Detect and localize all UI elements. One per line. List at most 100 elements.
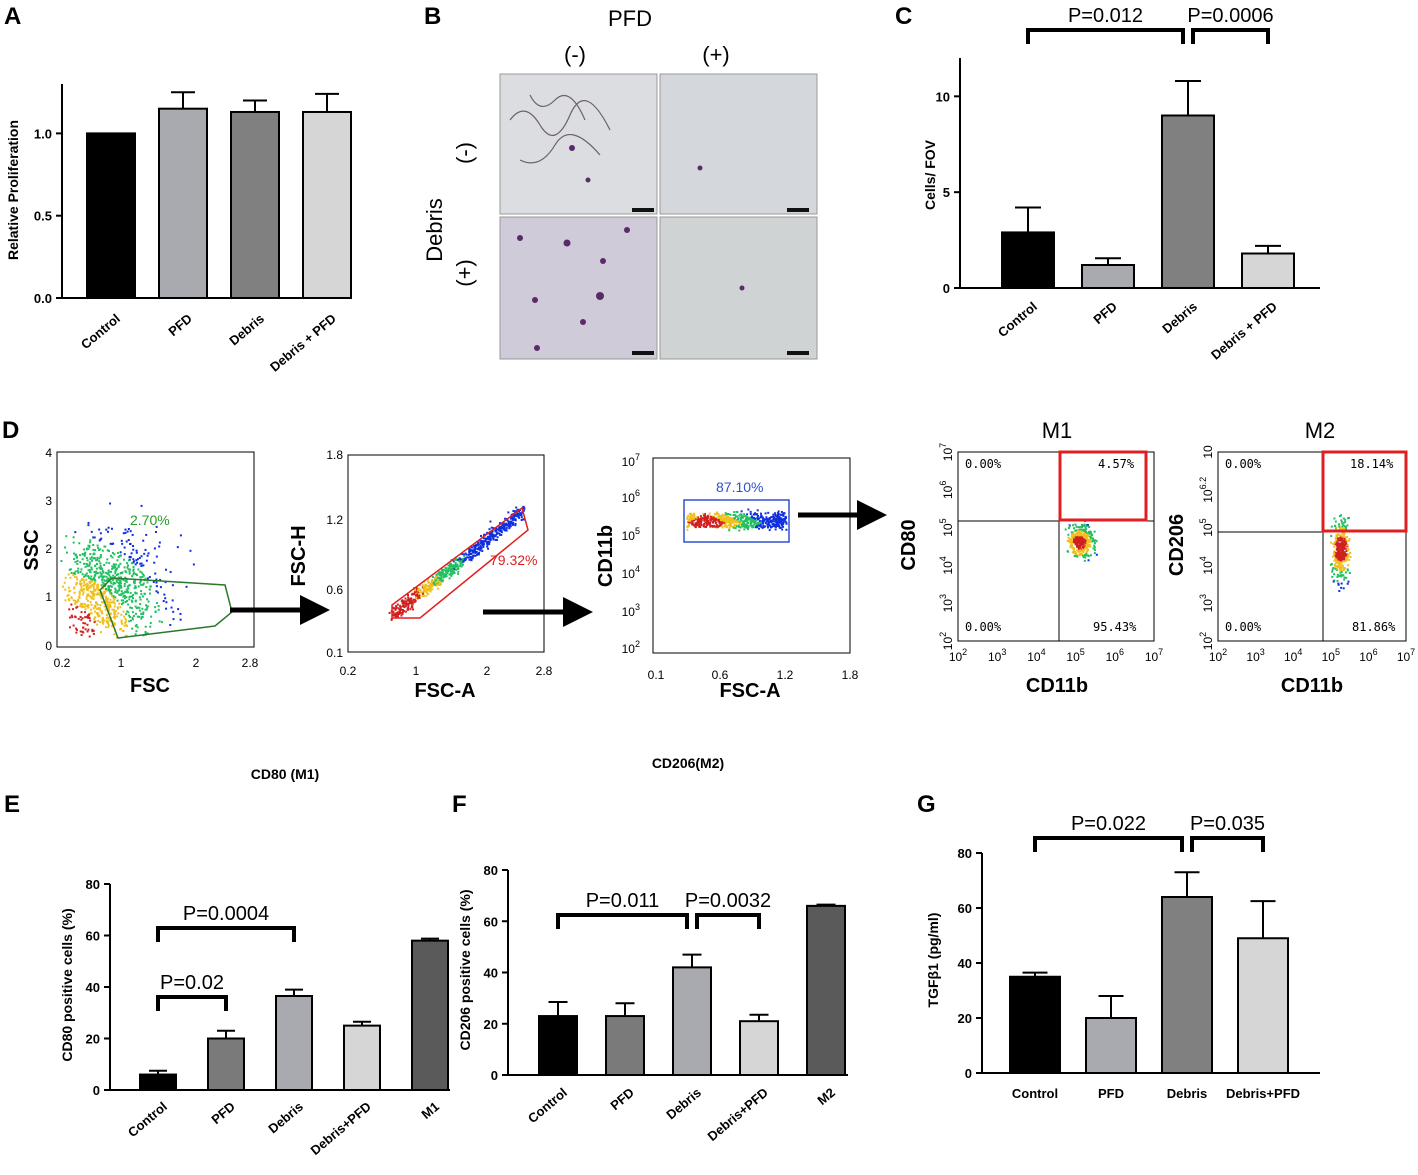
event-dot bbox=[689, 519, 692, 522]
event-dot bbox=[1342, 587, 1345, 590]
event-dot bbox=[404, 597, 407, 600]
event-dot bbox=[734, 527, 737, 530]
micrograph-title: PFD bbox=[608, 6, 652, 31]
event-dot bbox=[72, 599, 75, 602]
event-dot bbox=[157, 608, 160, 611]
event-dot bbox=[108, 577, 111, 580]
event-dot bbox=[122, 601, 125, 604]
event-dot bbox=[93, 593, 96, 596]
event-dot bbox=[116, 559, 119, 562]
y-axis-label-F: CD206 positive cells (%) bbox=[457, 889, 473, 1050]
event-dot bbox=[165, 601, 168, 604]
event-dot bbox=[120, 590, 123, 593]
event-dot bbox=[83, 548, 86, 551]
event-dot bbox=[125, 580, 128, 583]
event-dot bbox=[1346, 568, 1349, 571]
ytick-label: 102 bbox=[1198, 632, 1215, 650]
event-dot bbox=[172, 618, 175, 621]
m2-q-bl: 0.00% bbox=[1225, 620, 1262, 634]
event-dot bbox=[82, 593, 85, 596]
event-dot bbox=[81, 602, 84, 605]
event-dot bbox=[97, 613, 100, 616]
event-dot bbox=[510, 522, 513, 525]
ytick-label: 40 bbox=[484, 966, 498, 981]
event-dot bbox=[1336, 538, 1339, 541]
event-dot bbox=[431, 580, 434, 583]
event-dot bbox=[743, 513, 746, 516]
event-dot bbox=[116, 606, 119, 609]
svg-text:1.8: 1.8 bbox=[842, 668, 859, 682]
event-dot bbox=[1334, 557, 1337, 560]
event-dot bbox=[757, 523, 760, 526]
event-dot bbox=[720, 515, 723, 518]
event-dot bbox=[132, 565, 135, 568]
event-dot bbox=[99, 593, 102, 596]
event-dot bbox=[1334, 537, 1337, 540]
event-dot bbox=[116, 567, 119, 570]
event-dot bbox=[438, 579, 441, 582]
event-dot bbox=[511, 523, 514, 526]
event-dot bbox=[130, 599, 133, 602]
event-dot bbox=[1342, 552, 1345, 555]
event-dot bbox=[408, 599, 411, 602]
event-dot bbox=[72, 587, 75, 590]
event-dot bbox=[721, 518, 724, 521]
event-dot bbox=[718, 524, 721, 527]
event-dot bbox=[1340, 555, 1343, 558]
category-label-E-3: Debris+PFD bbox=[308, 1099, 374, 1158]
event-dot bbox=[89, 601, 92, 604]
event-dot bbox=[146, 581, 149, 584]
event-dot bbox=[95, 593, 98, 596]
event-dot bbox=[765, 516, 768, 519]
event-dot bbox=[145, 604, 148, 607]
event-dot bbox=[169, 623, 172, 626]
event-dot bbox=[751, 516, 754, 519]
event-dot bbox=[783, 512, 786, 515]
event-dot bbox=[469, 555, 472, 558]
event-dot bbox=[479, 544, 482, 547]
event-dot bbox=[779, 526, 782, 529]
event-dot bbox=[686, 516, 689, 519]
event-dot bbox=[1083, 545, 1086, 548]
event-dot bbox=[693, 519, 696, 522]
event-dot bbox=[1068, 539, 1071, 542]
event-dot bbox=[481, 543, 484, 546]
event-dot bbox=[735, 525, 738, 528]
event-dot bbox=[131, 600, 134, 603]
event-dot bbox=[86, 559, 89, 562]
event-dot bbox=[1093, 552, 1096, 555]
event-dot bbox=[1067, 536, 1070, 539]
event-dot bbox=[1346, 545, 1349, 548]
event-dot bbox=[156, 591, 159, 594]
event-dot bbox=[751, 518, 754, 521]
event-dot bbox=[755, 513, 758, 516]
event-dot bbox=[145, 608, 148, 611]
event-dot bbox=[135, 624, 138, 627]
event-dot bbox=[88, 617, 91, 620]
event-dot bbox=[123, 597, 126, 600]
event-dot bbox=[687, 518, 690, 521]
event-dot bbox=[1074, 539, 1077, 542]
event-dot bbox=[724, 514, 727, 517]
event-dot bbox=[440, 579, 443, 582]
event-dot bbox=[730, 517, 733, 520]
svg-text:2.8: 2.8 bbox=[242, 656, 259, 670]
event-dot bbox=[67, 594, 70, 597]
event-dot bbox=[90, 590, 93, 593]
event-dot bbox=[487, 537, 490, 540]
event-dot bbox=[91, 594, 94, 597]
event-dot bbox=[98, 557, 101, 560]
event-dot bbox=[99, 555, 102, 558]
event-dot bbox=[134, 612, 137, 615]
event-dot bbox=[85, 604, 88, 607]
event-dot bbox=[448, 577, 451, 580]
event-dot bbox=[113, 613, 116, 616]
event-dot bbox=[87, 606, 90, 609]
event-dot bbox=[90, 578, 93, 581]
event-dot bbox=[1337, 548, 1340, 551]
event-dot bbox=[1082, 551, 1085, 554]
ytick-label: 60 bbox=[958, 901, 972, 916]
ytick-label: 80 bbox=[484, 863, 498, 878]
event-dot bbox=[70, 572, 73, 575]
event-dot bbox=[133, 579, 136, 582]
